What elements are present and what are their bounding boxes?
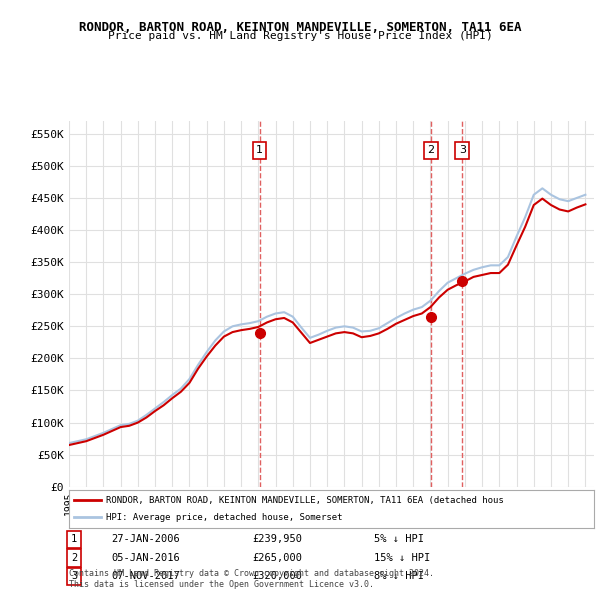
Text: RONDOR, BARTON ROAD, KEINTON MANDEVILLE, SOMERTON, TA11 6EA (detached hous: RONDOR, BARTON ROAD, KEINTON MANDEVILLE,… [106, 496, 503, 505]
Text: 8% ↓ HPI: 8% ↓ HPI [373, 571, 424, 581]
Text: £265,000: £265,000 [253, 553, 303, 563]
Text: £239,950: £239,950 [253, 535, 303, 545]
Text: 3: 3 [459, 145, 466, 155]
Text: 5% ↓ HPI: 5% ↓ HPI [373, 535, 424, 545]
Text: 27-JAN-2006: 27-JAN-2006 [111, 535, 180, 545]
Text: 1: 1 [71, 535, 77, 545]
Text: 2: 2 [71, 553, 77, 563]
Text: 05-JAN-2016: 05-JAN-2016 [111, 553, 180, 563]
Text: 2: 2 [427, 145, 434, 155]
Text: 15% ↓ HPI: 15% ↓ HPI [373, 553, 430, 563]
Text: HPI: Average price, detached house, Somerset: HPI: Average price, detached house, Some… [106, 513, 342, 522]
Text: RONDOR, BARTON ROAD, KEINTON MANDEVILLE, SOMERTON, TA11 6EA: RONDOR, BARTON ROAD, KEINTON MANDEVILLE,… [79, 21, 521, 34]
Text: £320,000: £320,000 [253, 571, 303, 581]
Text: 3: 3 [71, 571, 77, 581]
Text: 1: 1 [256, 145, 263, 155]
Text: Contains HM Land Registry data © Crown copyright and database right 2024.
This d: Contains HM Land Registry data © Crown c… [69, 569, 434, 589]
Text: Price paid vs. HM Land Registry's House Price Index (HPI): Price paid vs. HM Land Registry's House … [107, 31, 493, 41]
Text: 07-NOV-2017: 07-NOV-2017 [111, 571, 180, 581]
